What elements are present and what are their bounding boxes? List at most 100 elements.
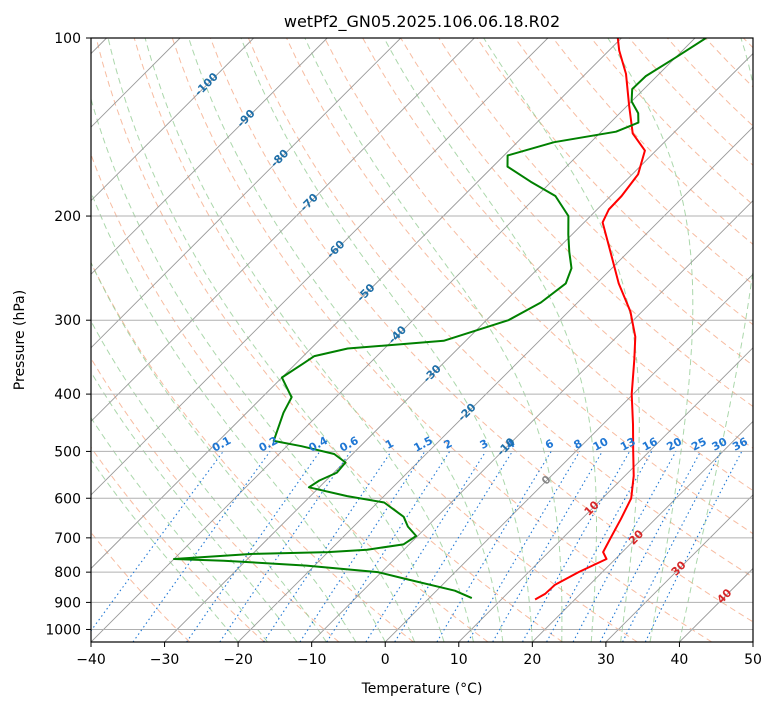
mixing-ratio-line xyxy=(186,451,321,642)
moist-adiabat-line xyxy=(483,38,640,642)
y-tick-label: 1000 xyxy=(45,622,81,638)
moist-adiabat-line xyxy=(144,38,474,642)
isotherm-label: -60 xyxy=(324,237,347,260)
isotherm-line xyxy=(605,494,753,642)
mixing-ratio-label: 10 xyxy=(591,435,611,454)
isotherm-line xyxy=(164,52,753,642)
isotherm-line xyxy=(91,38,328,275)
mixing-ratio-line xyxy=(599,451,702,642)
mixing-ratio-line xyxy=(365,451,487,642)
isotherm-label: 20 xyxy=(626,527,646,547)
isotherm-line xyxy=(311,200,753,642)
mixing-ratio-label: 16 xyxy=(640,435,660,454)
plot-frame xyxy=(90,37,754,643)
mixing-ratio-line xyxy=(219,451,352,642)
temperature-profile-line xyxy=(534,38,646,601)
isotherm-line xyxy=(91,38,622,570)
isotherm-line xyxy=(91,38,254,202)
mixing-ratio-label: 13 xyxy=(618,435,638,454)
moist-adiabat-line xyxy=(383,38,597,642)
dry-adiabat-line xyxy=(743,38,753,49)
isotherm-label: 10 xyxy=(582,498,602,518)
moist-adiabat-line xyxy=(91,261,357,642)
mixing-ratio-label: 20 xyxy=(664,435,684,454)
isotherm-label: -70 xyxy=(298,191,321,214)
dry-adiabat-line xyxy=(286,38,753,535)
isotherm-line xyxy=(458,347,753,642)
axis-ticks: −40 −30 −20 −10 0 10 20 30 40 5010020030040050060… xyxy=(45,31,762,668)
mixing-ratio-line xyxy=(299,451,426,642)
mixing-ratio-line xyxy=(546,451,653,642)
y-tick-label: 900 xyxy=(54,595,81,611)
y-tick-label: 700 xyxy=(54,531,81,547)
moist-adiabat-line xyxy=(91,416,268,642)
mixing-ratio-line xyxy=(436,451,552,642)
moist-adiabat-line xyxy=(107,38,445,642)
isotherm-label: -100 xyxy=(192,70,221,99)
isotherm-line xyxy=(384,273,753,642)
x-tick-label: −10 xyxy=(297,652,327,668)
dry-adiabat-line xyxy=(91,446,265,642)
sounding-profiles xyxy=(173,38,707,601)
isotherm-line xyxy=(237,126,753,642)
isotherm-line xyxy=(91,38,475,422)
moist-adiabat-line xyxy=(304,38,563,642)
mixing-ratio-line xyxy=(644,451,743,642)
mixing-ratio-label: 30 xyxy=(710,435,730,454)
dry-adiabat-line xyxy=(171,38,713,642)
isotherm-line xyxy=(91,38,549,496)
mixing-ratio-label: 2 xyxy=(442,437,455,452)
moist-adiabat-line xyxy=(91,190,386,642)
isotherm-line xyxy=(752,641,753,642)
dry-adiabat-line xyxy=(209,38,753,623)
dry-adiabat-line xyxy=(91,357,340,642)
chart-title: wetPf2_GN05.2025.106.06.18.R02 xyxy=(284,12,560,32)
y-tick-label: 200 xyxy=(54,209,81,225)
x-tick-label: 30 xyxy=(597,652,615,668)
dry-adiabat-line xyxy=(95,38,563,642)
y-tick-label: 600 xyxy=(54,491,81,507)
mixing-ratio-line xyxy=(263,451,392,642)
y-tick-label: 800 xyxy=(54,565,81,581)
background-lines xyxy=(91,38,753,642)
isotherm-label: 40 xyxy=(714,586,734,606)
isotherm-label: -20 xyxy=(455,400,478,423)
y-tick-label: 500 xyxy=(54,444,81,460)
x-tick-label: 50 xyxy=(744,652,762,668)
mixing-ratio-line xyxy=(326,451,451,642)
isotherm-line xyxy=(91,38,402,349)
isotherm-label: 30 xyxy=(669,558,689,578)
dry-adiabat-line xyxy=(666,38,753,127)
moist-adiabat-line xyxy=(678,38,753,642)
isotherm-line xyxy=(679,567,753,642)
x-tick-label: −20 xyxy=(223,652,253,668)
x-axis-label: Temperature (°C) xyxy=(361,681,483,697)
dry-adiabat-line xyxy=(91,531,191,642)
mixing-ratio-label: 25 xyxy=(689,435,709,454)
dry-adiabat-line xyxy=(91,153,489,642)
isotherm-label: 0 xyxy=(539,473,554,488)
x-tick-label: 40 xyxy=(671,652,689,668)
moist-adiabat-line xyxy=(607,38,694,642)
x-tick-label: 10 xyxy=(450,652,468,668)
isotherm-label: -10 xyxy=(494,435,517,458)
dry-adiabat-line xyxy=(704,38,753,88)
isotherm-label: -80 xyxy=(268,146,291,169)
mixing-ratio-label: 36 xyxy=(730,435,750,454)
dry-adiabat-line xyxy=(552,38,753,245)
dry-adiabat-line xyxy=(438,38,753,366)
mixing-ratio-line xyxy=(394,451,513,642)
moist-adiabat-line xyxy=(91,320,327,642)
isotherm-line xyxy=(91,38,696,642)
dry-adiabat-line xyxy=(247,38,753,578)
mixing-ratio-label: 6 xyxy=(543,437,556,452)
x-tick-label: −30 xyxy=(150,652,180,668)
dry-adiabat-line xyxy=(133,38,638,642)
moist-adiabat-line xyxy=(188,38,504,642)
y-tick-label: 400 xyxy=(54,387,81,403)
moist-adiabat-line xyxy=(91,458,239,642)
isotherm-label: -50 xyxy=(354,281,377,304)
isotherm-line xyxy=(532,420,753,642)
dewpoint-profile-line xyxy=(173,38,707,600)
x-tick-label: −40 xyxy=(76,652,106,668)
